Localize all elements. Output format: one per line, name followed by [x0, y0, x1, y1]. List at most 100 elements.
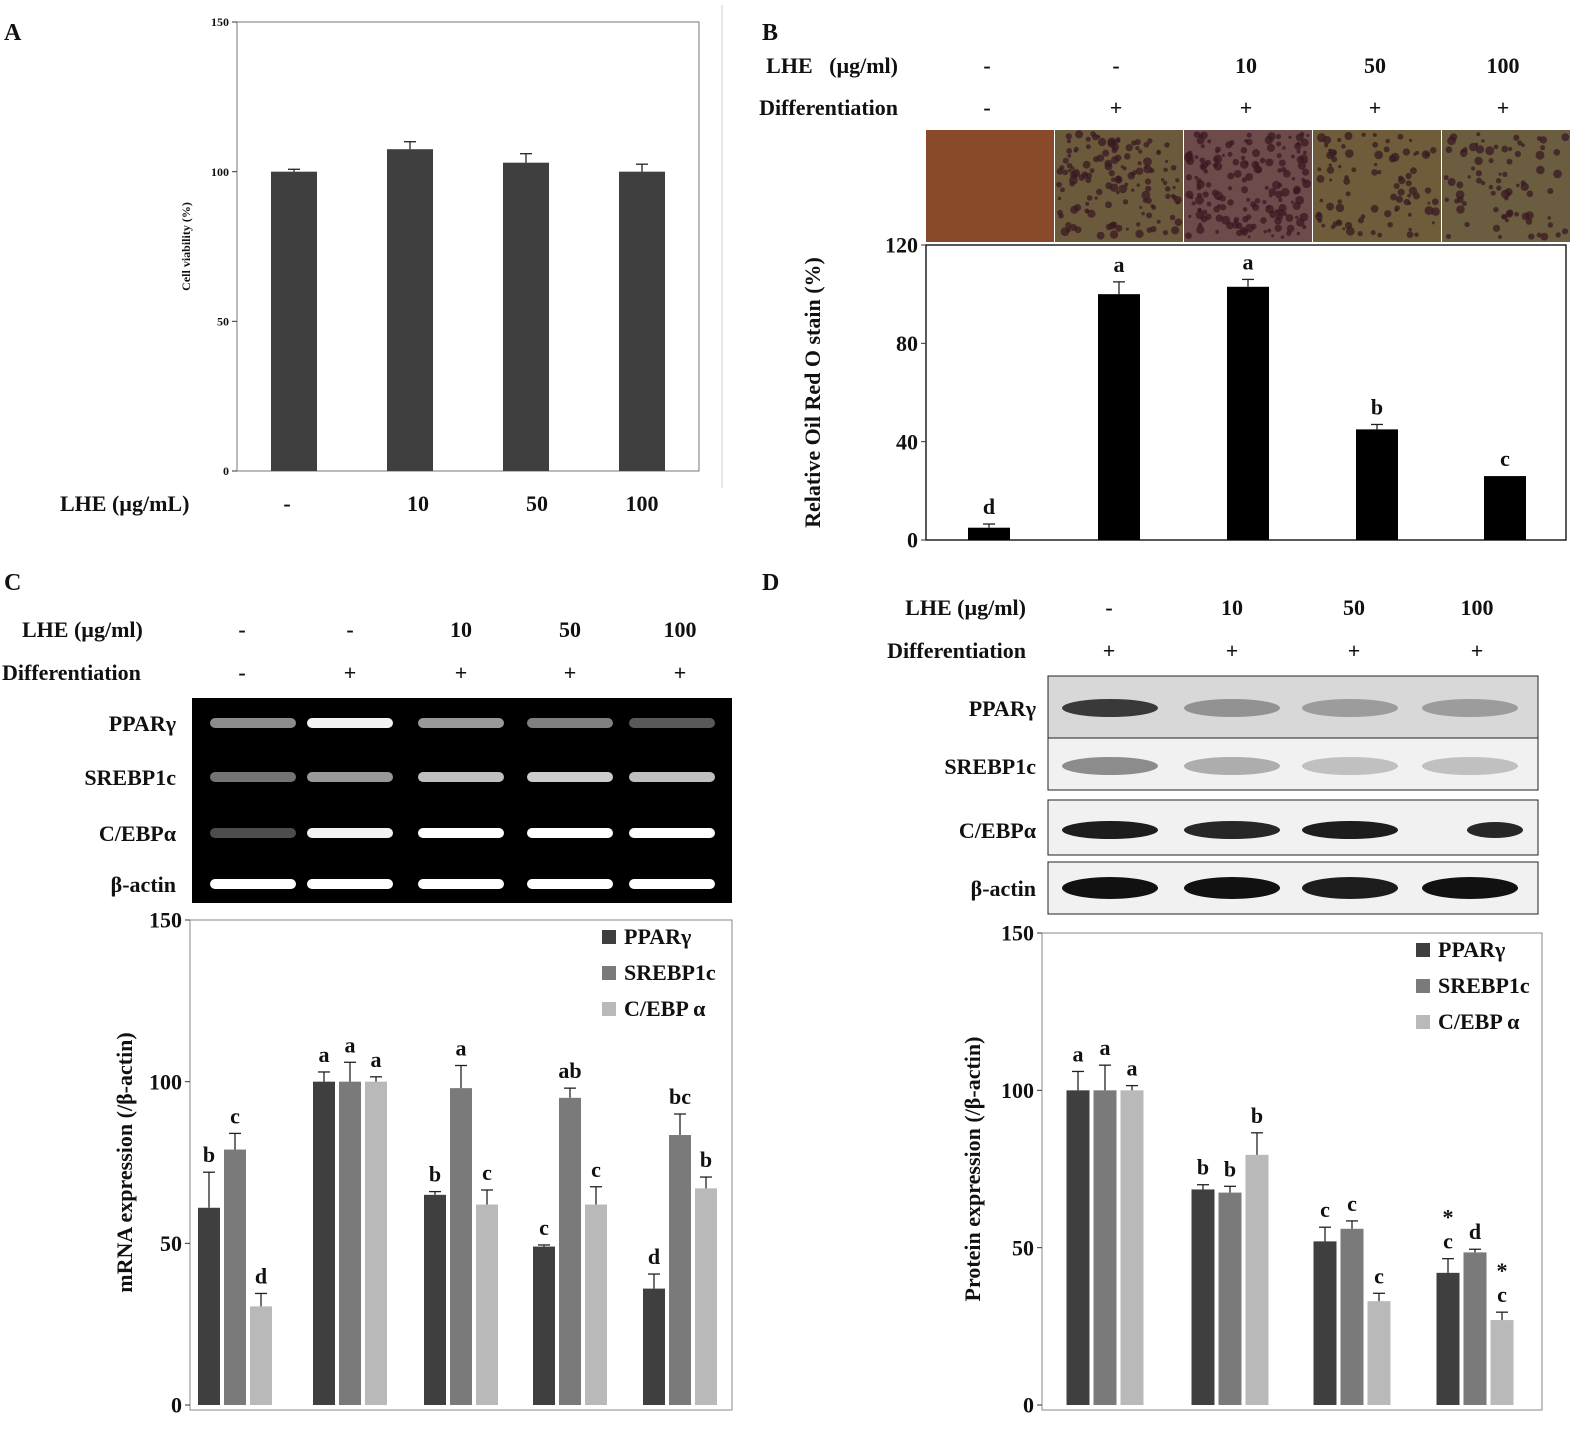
lipid-droplet: [1290, 200, 1294, 204]
lipid-droplet: [1286, 224, 1295, 233]
panel-label-c: C: [4, 570, 21, 596]
sig-letter-2-s2-3-0: c: [591, 1157, 601, 1182]
bar-b-1: [1098, 294, 1140, 540]
panel-c-plot-frame: [189, 919, 733, 1411]
lipid-droplet: [1264, 185, 1269, 190]
lipid-droplet: [1090, 131, 1096, 137]
panel-d-lhe-value-1: 10: [1221, 595, 1243, 620]
lipid-droplet: [1424, 151, 1430, 157]
lipid-droplet: [1274, 224, 1282, 232]
lipid-droplet: [1135, 145, 1140, 151]
panel-d-lhe-value-0: -: [1105, 595, 1112, 620]
panel-c-diff-value-2: +: [455, 660, 468, 685]
lipid-droplet: [1132, 170, 1138, 175]
lipid-droplet: [1553, 169, 1562, 179]
lipid-droplet: [1414, 232, 1419, 237]
lipid-droplet: [1324, 143, 1329, 148]
lipid-droplet: [1496, 185, 1502, 191]
lipid-droplet: [1089, 168, 1095, 174]
lipid-droplet: [1143, 141, 1150, 148]
lipid-droplet: [1147, 138, 1153, 144]
lipid-droplet: [1372, 141, 1379, 148]
lipid-droplet: [1329, 178, 1333, 182]
lipid-droplet: [1296, 218, 1305, 227]
bar-2-s1-3: [559, 1097, 581, 1405]
blot-band: [1302, 821, 1398, 839]
lipid-droplet: [1276, 134, 1282, 140]
legend-label-2-2: C/EBP α: [624, 996, 706, 1021]
lipid-droplet: [1118, 184, 1128, 194]
sig-letter-3-s0-3-1: c: [1443, 1229, 1453, 1254]
gel-label-3: β-actin: [111, 872, 176, 897]
lipid-droplet: [1280, 235, 1285, 239]
lipid-droplet: [1427, 201, 1431, 205]
lipid-droplet: [1456, 205, 1465, 214]
bar-b-2: [1227, 286, 1269, 540]
lipid-droplet: [1105, 223, 1113, 231]
lipid-droplet: [1194, 155, 1199, 160]
bar-2-s1-2: [450, 1088, 472, 1405]
panel-c-diff-value-0: -: [238, 660, 245, 685]
bar-3-s2-1: [1245, 1154, 1269, 1405]
lipid-droplet: [1443, 175, 1449, 181]
sig-letter-3-s0-1-0: b: [1197, 1155, 1209, 1180]
lipid-droplet: [1445, 146, 1453, 154]
lipid-droplet: [1198, 133, 1203, 138]
lipid-droplet: [1203, 169, 1209, 174]
lipid-droplet: [1502, 171, 1508, 177]
lipid-droplet: [1250, 201, 1257, 208]
lipid-droplet: [1372, 132, 1377, 137]
lipid-droplet: [1274, 209, 1280, 214]
panel-label-a: A: [4, 20, 22, 46]
lipid-droplet: [1278, 159, 1286, 167]
sig-letter-2-s1-2-0: a: [456, 1036, 467, 1061]
lipid-droplet: [1361, 132, 1366, 137]
lipid-droplet: [1066, 162, 1073, 169]
lipid-droplet: [1498, 234, 1502, 239]
legend-swatch-3-2: [1416, 1015, 1430, 1029]
bar-2-s0-1: [313, 1081, 335, 1405]
lipid-droplet: [1057, 196, 1062, 201]
lipid-droplet: [1395, 195, 1403, 203]
lipid-droplet: [1390, 152, 1400, 162]
lipid-droplet: [1227, 199, 1234, 206]
lipid-droplet: [1185, 190, 1194, 199]
lipid-droplet: [1265, 158, 1274, 167]
lipid-droplet: [1288, 135, 1292, 139]
panel-b-lhe-value-4: 100: [1487, 53, 1520, 78]
lipid-droplet: [1144, 165, 1148, 169]
bar-2-s0-4: [643, 1288, 665, 1405]
lipid-droplet: [1398, 175, 1404, 181]
gel-band: [210, 718, 296, 728]
lipid-droplet: [1296, 155, 1305, 164]
lipid-droplet: [1407, 212, 1412, 217]
panel-c-lhe-value-1: -: [346, 617, 353, 642]
lipid-droplet: [1102, 149, 1110, 157]
lipid-droplet: [1115, 138, 1121, 144]
lipid-droplet: [1136, 222, 1141, 227]
lipid-droplet: [1086, 195, 1093, 201]
lipid-droplet: [1271, 234, 1275, 238]
y-axis-label-3: Protein expression (/β-actin): [960, 1037, 985, 1302]
legend-swatch-2-1: [602, 966, 616, 980]
lipid-droplet: [1169, 214, 1176, 221]
y-tick-label-3-1: 50: [1012, 1235, 1034, 1260]
lipid-droplet: [1096, 135, 1101, 139]
lipid-droplet: [1195, 195, 1204, 205]
panel-b-row-label-diff: Differentiation: [759, 95, 898, 120]
sig-letter-b-4: c: [1500, 446, 1510, 471]
lipid-droplet: [1555, 232, 1561, 238]
legend-label-2-1: SREBP1c: [624, 960, 716, 985]
lipid-droplet: [1240, 155, 1246, 161]
lipid-droplet: [1139, 206, 1143, 210]
lipid-droplet: [1459, 149, 1468, 157]
lipid-droplet: [1263, 229, 1267, 234]
lipid-droplet: [1415, 150, 1420, 155]
lipid-droplet: [1501, 214, 1507, 220]
lipid-droplet: [1285, 214, 1294, 222]
panel-a-lhe-value-0: -: [283, 491, 290, 516]
lipid-droplet: [1498, 172, 1502, 176]
panel-c: LHE (µg/ml) Differentiation - - 10 50 100 - + +…: [2, 617, 733, 1411]
panel-label-d: D: [762, 570, 779, 596]
lipid-droplet: [1086, 172, 1093, 179]
